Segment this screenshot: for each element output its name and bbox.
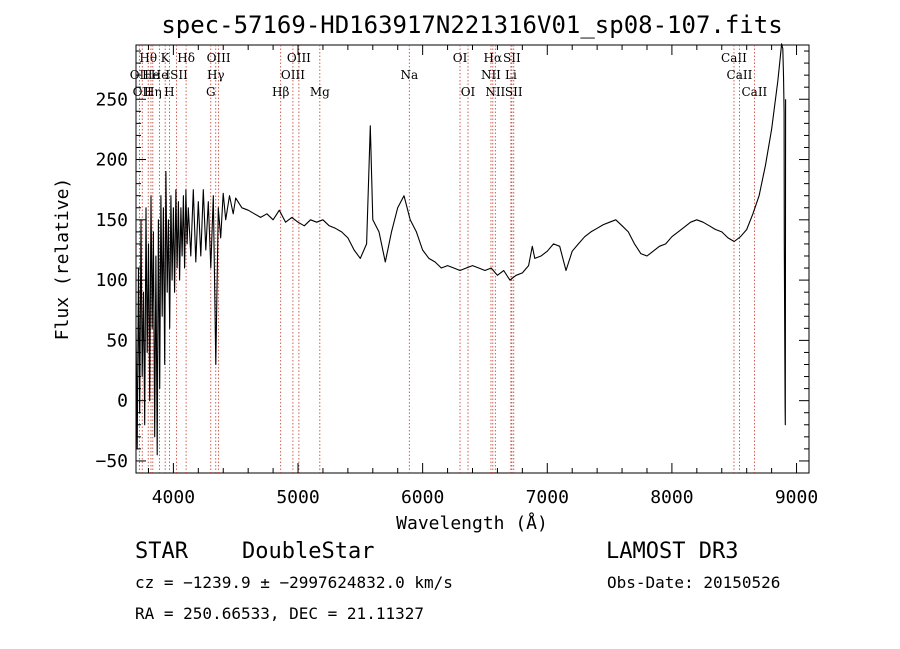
line-marker-label: He (142, 68, 160, 82)
y-tick-label: 200 (95, 150, 128, 171)
line-marker-label: SII (503, 51, 521, 65)
x-tick-label: 6000 (401, 487, 444, 508)
line-marker-label: OIII (281, 68, 305, 82)
line-marker-label: Hγ (207, 68, 225, 82)
x-axis-label: Wavelength (Å) (396, 512, 548, 534)
object-subclass: DoubleStar (242, 539, 374, 564)
survey-name: LAMOST DR3 (606, 539, 738, 564)
axis-tick-labels: 4000 5000 6000 7000 8000 9000 −50 0 50 100 150 200 2… (95, 89, 818, 508)
obs-date: Obs-Date: 20150526 (607, 573, 780, 592)
line-marker-label: H (164, 85, 174, 99)
line-marker-label: OI (461, 85, 476, 99)
y-tick-label: 150 (95, 210, 128, 231)
line-marker-label: CaII (741, 85, 767, 99)
line-marker-label: Li (505, 68, 517, 82)
line-marker-label: OIII (287, 51, 311, 65)
line-marker-label: K (161, 51, 171, 65)
line-marker-label: NII (485, 85, 505, 99)
line-marker-label: Hβ (272, 85, 289, 99)
line-marker-label: CaII (721, 51, 747, 65)
y-tick-label: 50 (106, 330, 128, 351)
line-marker-label: CaII (727, 68, 753, 82)
line-marker-label: OI (453, 51, 468, 65)
x-tick-label: 9000 (775, 487, 818, 508)
plot-frame (135, 44, 810, 474)
line-marker-label: NII (481, 68, 501, 82)
chart-title: spec-57169-HD163917N221316V01_sp08-107.f… (161, 11, 782, 39)
object-class: STAR (135, 539, 189, 564)
line-marker-label: G (206, 85, 216, 99)
line-marker-label: Hδ (177, 51, 195, 65)
line-marker-label: Hη (144, 85, 162, 99)
y-tick-label: 250 (95, 89, 128, 110)
line-marker-label: OIII (207, 51, 231, 65)
x-tick-label: 4000 (152, 487, 195, 508)
x-tick-label: 8000 (650, 487, 693, 508)
axis-ticks (136, 45, 809, 473)
line-marker-label: Hθ (139, 51, 157, 65)
y-tick-label: 0 (117, 391, 128, 412)
y-tick-label: −50 (95, 451, 128, 472)
spectrum-series (135, 43, 787, 456)
x-tick-label: 7000 (526, 487, 569, 508)
line-marker-label: SII (505, 85, 523, 99)
line-marker-label: Mg (310, 85, 330, 99)
coordinates: RA = 250.66533, DEC = 21.11327 (135, 604, 424, 623)
line-marker-label: Hα (484, 51, 503, 65)
y-axis-label: Flux (relative) (52, 178, 73, 341)
y-tick-label: 100 (95, 270, 128, 291)
line-marker-label: Na (400, 68, 418, 82)
spectrum-line-0 (135, 43, 787, 456)
x-tick-label: 5000 (276, 487, 319, 508)
line-marker-label: He (151, 68, 169, 82)
spectral-line-markers: OIIOIIHθHeHηHeKHISIIHδGHγOIIIHβOIIIOIIIM… (130, 45, 768, 473)
redshift-value: cz = −1239.9 ± −2997624832.0 km/s (135, 573, 453, 592)
line-marker-label: ISII (165, 68, 188, 82)
line-marker-label: OII (133, 85, 153, 99)
